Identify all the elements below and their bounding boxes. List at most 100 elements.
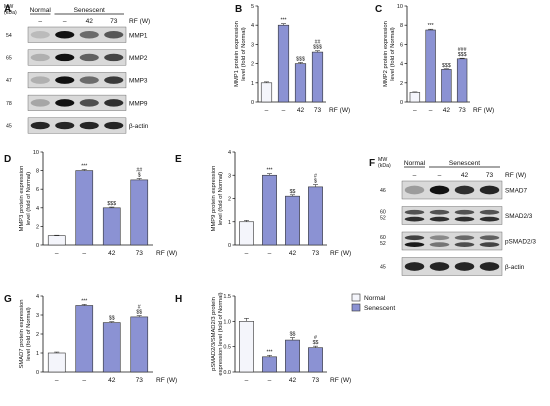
band [479,235,500,241]
significance-label: $$$ [107,201,116,207]
panel-label: E [175,154,182,165]
y-tick-label: 10 [33,150,39,156]
y-tick-label: 0 [36,243,39,249]
panel-label: A [4,4,11,15]
bar-2 [425,29,436,103]
panel-label: H [175,294,182,305]
blot-row: 46 SMAD7 [380,180,527,200]
bar-1 [239,321,254,373]
x-tick-label: – [82,250,86,257]
y-tick-label: 0 [36,370,39,376]
significance-label: # $ [314,174,317,185]
y-tick-label: 1 [36,351,39,357]
x-tick-label: – [429,107,433,114]
x-tick-label: – [268,377,272,384]
x-axis-label: RF (W) [156,250,177,257]
y-tick-label: 8 [400,23,403,29]
band [454,262,475,271]
bar-1 [239,221,254,246]
x-tick-label: – [55,250,59,257]
band [104,53,124,62]
significance-label: $$ [109,316,115,322]
x-axis-label: RF (W) [330,377,351,384]
x-tick-label: 42 [108,377,116,384]
mw-marker: 45 [6,124,12,130]
band [104,99,124,107]
x-tick-label: – [82,377,86,384]
band [79,53,99,62]
lane-label: – [63,18,67,25]
x-axis-label: RF (W) [329,107,350,114]
band [454,209,475,215]
y-tick-label: 1.5 [223,294,231,300]
bar-1 [260,82,273,103]
band [79,99,99,107]
bar-4 [130,179,149,246]
chart-panel-b: B 0 1 2 3 4 5 MMP1 protein expressionlevel (fol… [234,4,350,114]
blot-row: 47 MMP3 [6,72,148,89]
x-tick-label: 42 [443,107,451,114]
band [404,216,425,222]
mw-marker: 60 52 [380,235,386,247]
significance-label: *** [266,168,272,174]
x-axis-label: RF (W) [473,107,494,114]
band [104,121,124,130]
band [404,185,425,195]
x-tick-label: – [282,107,286,114]
bar-3 [285,195,300,246]
x-tick-label: 42 [297,107,305,114]
lane-label: 73 [486,172,494,179]
x-tick-label: – [265,107,269,114]
blot-strip [27,72,127,89]
y-tick-label: 3 [251,42,254,48]
blot-row: 65 MMP2 [6,49,148,66]
blot-strip [27,49,127,66]
y-tick-label: 2 [251,62,254,68]
y-tick-label: 4 [36,294,39,300]
group-label-senescent: Senescent [74,7,105,14]
legend-label-normal: Normal [364,295,386,302]
lane-label: – [413,172,417,179]
panel-label: G [4,294,12,305]
blot-strip [401,180,503,200]
y-tick-label: 4 [228,150,231,156]
band [79,31,99,39]
y-tick-label: 2 [228,197,231,203]
band [79,76,99,84]
western-blot-panels: A Normal Senescent– –42 73 RF (W)MW (kDa)54 MMP… [4,4,536,276]
band [429,242,450,247]
x-tick-label: 42 [289,377,297,384]
mw-marker: 78 [6,101,12,107]
bar-2 [277,24,290,103]
band [479,185,500,195]
band [55,76,75,84]
legend: Normal Senescent [351,293,395,312]
chart-panel-d: D 0 2 4 6 8 10 MMP3 protein expressionlevel (fo… [4,150,177,257]
y-tick-label: 4 [400,62,403,68]
band [30,76,50,84]
blot-row: 45 β-actin [380,257,525,276]
band [429,209,450,215]
group-label-normal: Normal [30,7,52,14]
band [30,99,50,107]
lane-label: 42 [86,18,94,25]
protein-label: β-actin [505,264,525,271]
band [104,31,124,39]
rf-label: RF (W) [129,18,150,25]
y-tick-label: 2 [36,224,39,230]
blot-strip [27,26,127,43]
bar-2 [75,170,94,246]
y-tick-label: 0.0 [223,370,231,376]
bar-4 [456,58,468,103]
bar-4 [311,51,324,103]
y-tick-label: 0 [251,100,254,106]
band [429,235,450,241]
bar-2 [262,356,277,373]
band [404,235,425,241]
y-tick-label: 1.0 [223,319,231,325]
significance-label: *** [428,23,434,29]
legend-swatch-normal [351,293,361,302]
band [104,76,124,84]
